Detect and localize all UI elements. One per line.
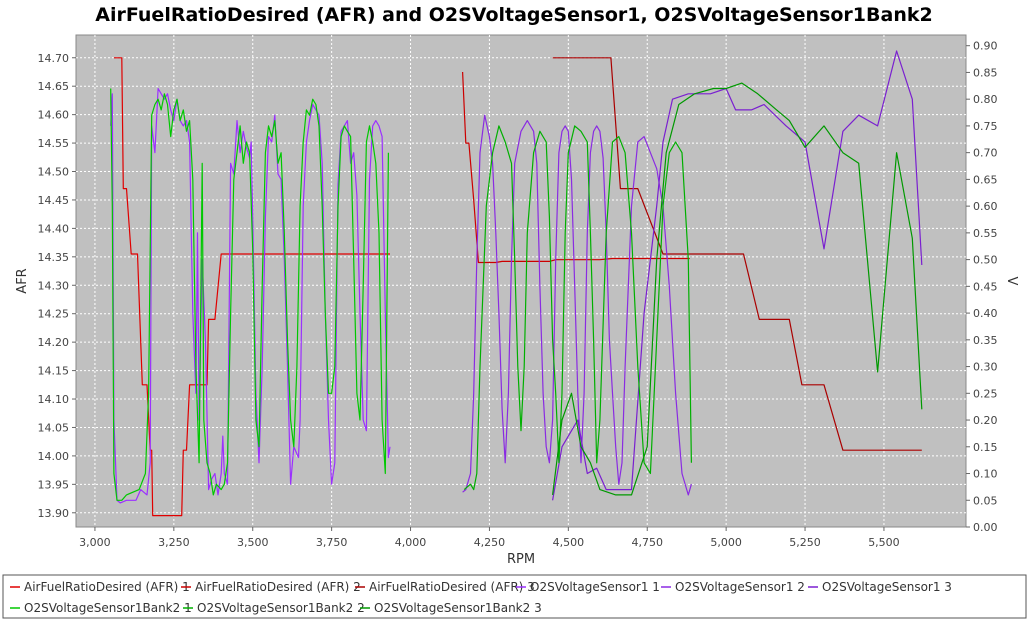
- legend-label: AirFuelRatioDesired (AFR) 1: [24, 580, 190, 594]
- chart-title: AirFuelRatioDesired (AFR) and O2SVoltage…: [95, 4, 932, 26]
- y-tick-label-right: 0.50: [973, 254, 998, 267]
- y-tick-label-right: 0.10: [973, 468, 998, 481]
- y-axis-label-right: V: [1004, 277, 1019, 286]
- legend: AirFuelRatioDesired (AFR) 1 AirFuelRatioD…: [10, 580, 952, 615]
- x-tick-label: 5,250: [789, 536, 821, 549]
- series-line-1: [113, 57, 390, 517]
- y-tick-label-right: 0.15: [973, 441, 998, 454]
- y-tick-label-right: 0.05: [973, 494, 998, 507]
- y-tick-label-left: 14.45: [38, 194, 70, 207]
- legend-label: AirFuelRatioDesired (AFR) 3: [369, 580, 535, 594]
- x-tick-label: 5,500: [868, 536, 900, 549]
- y-axis-label-left: AFR: [15, 268, 30, 293]
- y-tick-label-right: 0.35: [973, 334, 998, 347]
- series-line-2: [462, 71, 690, 264]
- x-tick-label: 3,500: [237, 536, 269, 549]
- y-tick-label-left: 14.15: [38, 365, 70, 378]
- legend-label: O2SVoltageSensor1Bank2 2: [197, 601, 365, 615]
- series-line-7: [110, 88, 389, 501]
- y-tick-label-right: 0.90: [973, 40, 998, 53]
- y-tick-label-left: 14.25: [38, 308, 70, 321]
- y-tick-label-left: 13.90: [38, 507, 70, 520]
- x-tick-label: 4,250: [474, 536, 506, 549]
- series-line-3: [552, 57, 922, 451]
- y-tick-label-right: 0.55: [973, 227, 998, 240]
- y-tick-label-right: 0.80: [973, 93, 998, 106]
- legend-label: O2SVoltageSensor1 1: [530, 580, 660, 594]
- axes: 13.90 13.95 14.00 14.05 14.10 14.15 14.20 14.25…: [38, 40, 998, 549]
- y-tick-label-right: 0.00: [973, 521, 998, 534]
- y-tick-label-right: 0.25: [973, 387, 998, 400]
- series-line-6: [552, 50, 923, 501]
- y-tick-label-left: 14.60: [38, 109, 70, 122]
- y-tick-label-right: 0.75: [973, 120, 998, 133]
- x-tick-label: 4,000: [395, 536, 427, 549]
- y-tick-label-right: 0.70: [973, 147, 998, 160]
- y-tick-label-right: 0.40: [973, 307, 998, 320]
- y-tick-label-right: 0.60: [973, 200, 998, 213]
- series-line-4: [110, 87, 391, 504]
- legend-box: [2, 574, 1027, 619]
- y-tick-label-right: 0.65: [973, 173, 998, 186]
- series-layer: [110, 50, 923, 517]
- y-tick-label-left: 14.40: [38, 222, 70, 235]
- y-tick-label-right: 0.85: [973, 66, 998, 79]
- series-line-8: [463, 125, 692, 491]
- y-tick-label-right: 0.30: [973, 361, 998, 374]
- legend-label: O2SVoltageSensor1 3: [822, 580, 952, 594]
- x-axis-label: RPM: [507, 552, 535, 567]
- y-tick-label-left: 14.55: [38, 137, 70, 150]
- x-tick-label: 5,000: [710, 536, 742, 549]
- y-tick-label-left: 14.20: [38, 336, 70, 349]
- y-tick-label-left: 14.70: [38, 52, 70, 65]
- legend-label: AirFuelRatioDesired (AFR) 2: [195, 580, 361, 594]
- y-tick-label-right: 0.20: [973, 414, 998, 427]
- y-tick-label-left: 14.30: [38, 279, 70, 292]
- y-tick-label-right: 0.45: [973, 280, 998, 293]
- plot-area: [75, 34, 967, 528]
- x-tick-label: 4,750: [631, 536, 663, 549]
- x-tick-label: 3,000: [79, 536, 111, 549]
- x-tick-label: 3,750: [316, 536, 348, 549]
- x-tick-label: 4,500: [553, 536, 585, 549]
- y-tick-label-left: 14.10: [38, 393, 70, 406]
- series-line-9: [552, 82, 923, 496]
- y-tick-label-left: 14.05: [38, 421, 70, 434]
- y-tick-label-left: 14.35: [38, 251, 70, 264]
- y-tick-label-left: 13.95: [38, 478, 70, 491]
- y-tick-label-left: 14.50: [38, 166, 70, 179]
- grid: [76, 35, 966, 527]
- series-line-5: [462, 114, 692, 496]
- legend-label: O2SVoltageSensor1 2: [675, 580, 805, 594]
- legend-label: O2SVoltageSensor1Bank2 1: [24, 601, 192, 615]
- legend-label: O2SVoltageSensor1Bank2 3: [374, 601, 542, 615]
- y-tick-label-left: 14.65: [38, 80, 70, 93]
- x-tick-label: 3,250: [158, 536, 190, 549]
- y-tick-label-left: 14.00: [38, 450, 70, 463]
